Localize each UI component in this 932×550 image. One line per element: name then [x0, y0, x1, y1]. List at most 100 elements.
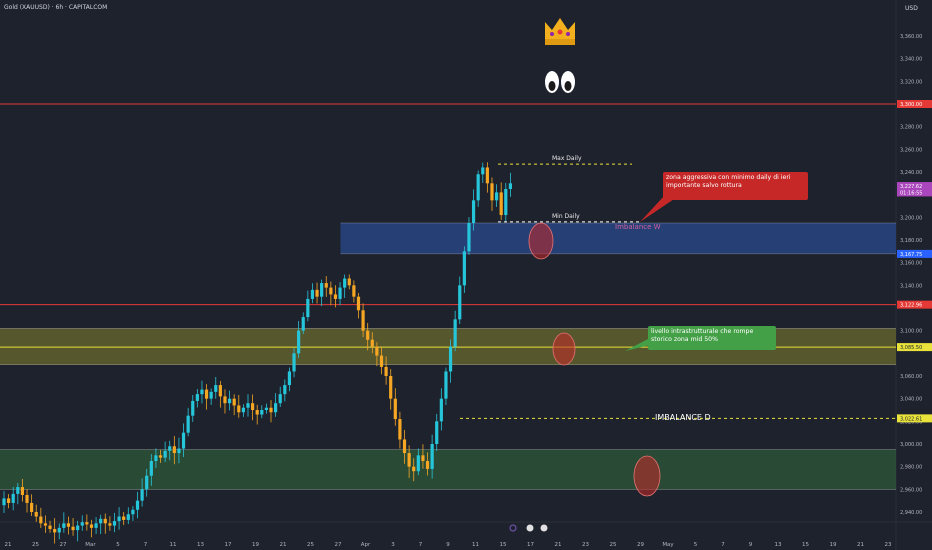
candle-body [168, 446, 172, 451]
candle-body [274, 403, 278, 413]
candle-body [191, 400, 195, 416]
x-tick-label: 25 [32, 542, 39, 548]
candle-body [66, 523, 71, 527]
price-badge-label: 3,300.00 [900, 102, 922, 108]
candle-body [435, 421, 439, 444]
candle-body [163, 450, 167, 458]
candle-body [499, 192, 503, 216]
candle-body [158, 455, 163, 458]
red-note-text: zona aggressiva con minimo daily di ieri… [666, 174, 791, 189]
x-tick-label: 9 [749, 542, 753, 548]
candle-body [494, 192, 499, 201]
x-tick-label: 25 [610, 542, 617, 548]
price-badge [897, 343, 932, 352]
candle-body [154, 455, 158, 461]
candle-body [16, 487, 20, 494]
y-tick-label: 3,200.00 [900, 215, 922, 221]
zone-green [0, 449, 896, 490]
price-badge-label: 3,227.62 [900, 184, 922, 190]
x-tick-label: 21 [280, 542, 287, 548]
eyes-icon [545, 71, 575, 93]
candle-body [320, 283, 324, 297]
red-note-callout[interactable]: zona aggressiva con minimo daily di ieri… [640, 172, 808, 222]
event-icon[interactable] [509, 524, 517, 532]
candle-body [306, 298, 310, 318]
price-badge-label: 3,022.61 [900, 416, 922, 422]
candle-body [195, 394, 199, 401]
x-tick-label: 21 [5, 542, 12, 548]
candle-body [48, 525, 52, 529]
y-tick-label: 3,040.00 [900, 397, 922, 403]
y-tick-label: 3,260.00 [900, 147, 922, 153]
x-tick-label: 21 [555, 542, 562, 548]
price-axis [896, 0, 932, 550]
zone-marker-circle [528, 222, 554, 260]
candle-body [264, 407, 269, 410]
price-badge [897, 188, 932, 197]
x-tick-label: 27 [60, 542, 67, 548]
event-markers[interactable] [509, 524, 548, 532]
candle-body [255, 410, 259, 415]
candle-body [126, 514, 130, 520]
x-tick-label: 29 [637, 542, 644, 548]
candle-body [416, 455, 420, 472]
candle-body [444, 371, 448, 399]
candle-body [384, 366, 388, 376]
green-note-callout[interactable]: livello intrastrutturale che rompe stori… [625, 326, 776, 351]
candle-body [181, 432, 186, 449]
candle-body [260, 410, 264, 415]
candle-body [218, 385, 222, 397]
candle-body [329, 287, 333, 295]
candle-body [200, 389, 204, 395]
flag-us-icon[interactable] [526, 524, 534, 532]
candle-body [393, 398, 397, 420]
candle-body [7, 498, 11, 503]
x-tick-label: 17 [225, 542, 232, 548]
y-tick-label: 3,280.00 [900, 125, 922, 131]
candle-body [481, 167, 485, 175]
candle-body [453, 319, 457, 347]
candle-body [30, 502, 34, 512]
candle-body [333, 294, 338, 299]
candle-body [352, 285, 356, 297]
candle-body [504, 189, 508, 216]
price-badge [897, 300, 932, 309]
candle-body [76, 525, 80, 531]
x-tick-label: 11 [170, 542, 177, 548]
x-tick-label: 15 [802, 542, 809, 548]
x-tick-label: 11 [472, 542, 479, 548]
candle-body [398, 419, 402, 440]
candle-body [471, 200, 476, 223]
x-tick-label: 13 [197, 542, 204, 548]
candle-body [370, 339, 374, 347]
candle-body [80, 522, 84, 526]
price-badge-label: 3,122.96 [900, 303, 922, 309]
candle-body [287, 371, 292, 386]
x-tick-label: 5 [116, 542, 120, 548]
y-tick-label: 3,100.00 [900, 329, 922, 335]
candle-body [34, 512, 38, 517]
candle-body [20, 487, 25, 495]
y-tick-label: 3,000.00 [900, 442, 922, 448]
candle-body [108, 523, 112, 526]
flag-us-icon[interactable] [540, 524, 548, 532]
price-badge [897, 249, 932, 258]
candle-body [172, 446, 176, 454]
candle-body [62, 523, 66, 528]
candle-body [338, 287, 342, 299]
currency-label: USD [905, 5, 918, 12]
candle-body [11, 493, 15, 503]
x-tick-label: 23 [885, 542, 892, 548]
x-tick-label: 7 [419, 542, 423, 548]
candle-body [375, 346, 379, 356]
candle-body [347, 278, 351, 286]
price-badge [897, 100, 932, 108]
x-tick-label: 9 [446, 542, 450, 548]
candle-body [131, 509, 135, 515]
candle-body [508, 183, 512, 189]
candle-body [490, 183, 494, 201]
candle-body [39, 516, 43, 524]
candle-body [145, 475, 149, 490]
